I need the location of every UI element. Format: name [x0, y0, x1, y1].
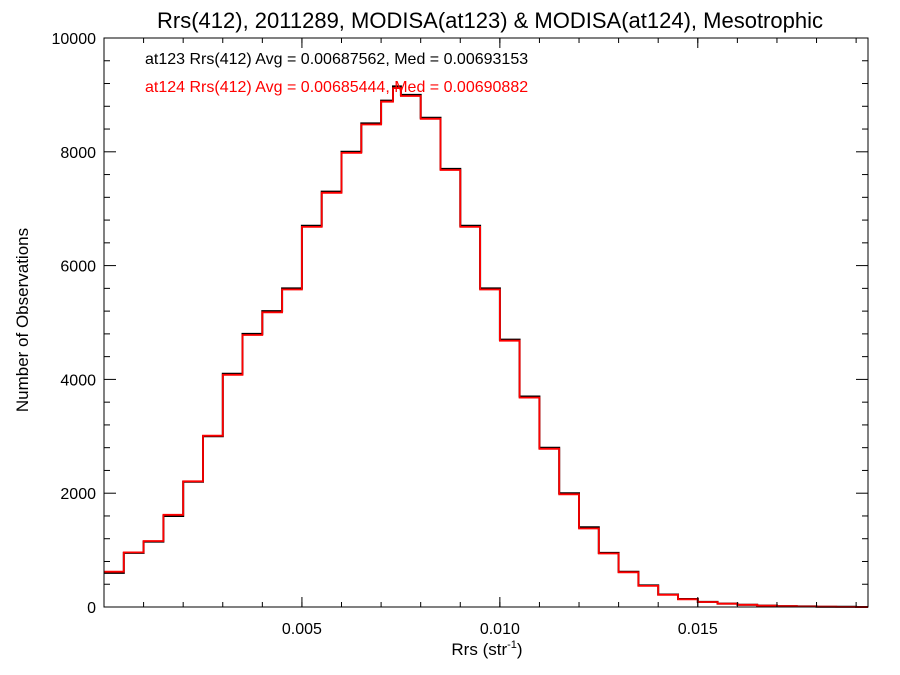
x-tick-label: 0.005 — [282, 621, 322, 638]
y-tick-label: 10000 — [52, 31, 97, 48]
y-tick-label: 2000 — [60, 486, 96, 503]
y-tick-label: 0 — [87, 600, 96, 617]
y-tick-label: 6000 — [60, 259, 96, 276]
y-tick-label: 8000 — [60, 145, 96, 162]
x-axis: 0.005 0.010 0.015 — [143, 38, 857, 638]
x-tick-label: 0.010 — [480, 621, 520, 638]
x-axis-label: Rrs (str-1) — [451, 639, 522, 659]
series-line-at123 — [104, 85, 868, 608]
y-axis: 0 2000 4000 6000 8000 10000 — [52, 31, 868, 617]
legend-entry-at124: at124 Rrs(412) Avg = 0.00685444, Med = 0… — [145, 79, 528, 96]
plot-area — [104, 85, 868, 608]
legend-entry-at123: at123 Rrs(412) Avg = 0.00687562, Med = 0… — [145, 51, 528, 68]
chart-title: Rrs(412), 2011289, MODISA(at123) & MODIS… — [157, 8, 823, 33]
series-line-at124 — [104, 87, 868, 608]
plot-frame — [103, 37, 869, 608]
y-axis-label: Number of Observations — [13, 228, 32, 412]
x-tick-label: 0.015 — [678, 621, 718, 638]
y-tick-label: 4000 — [60, 372, 96, 389]
